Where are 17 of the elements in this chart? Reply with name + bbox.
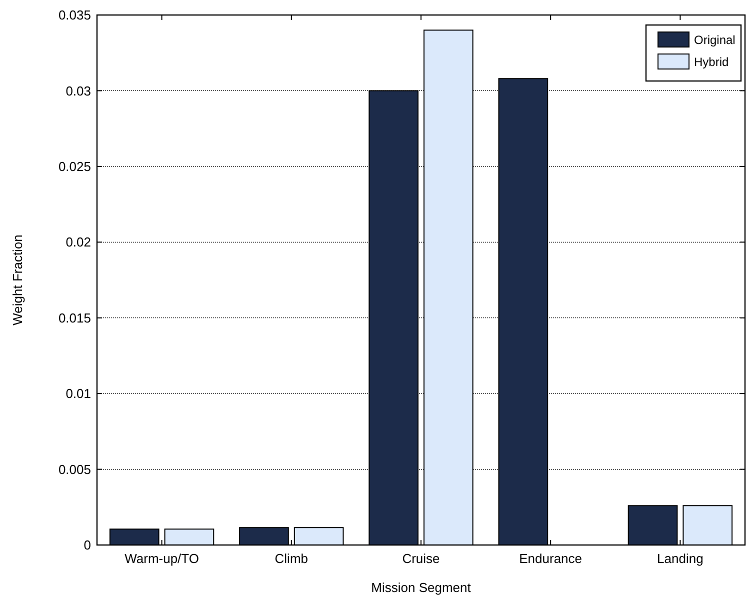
x-tick-label: Warm-up/TO xyxy=(124,551,200,566)
x-tick-label: Landing xyxy=(657,551,704,566)
y-tick-label: 0.015 xyxy=(58,310,91,326)
y-tick-label: 0.03 xyxy=(66,83,91,98)
x-tick-label: Endurance xyxy=(519,551,582,566)
y-tick-label: 0 xyxy=(84,538,91,553)
y-tick-label: 0.025 xyxy=(58,158,91,174)
y-tick-label: 0.035 xyxy=(58,8,91,23)
y-tick-label: 0.02 xyxy=(66,234,91,250)
legend-label: Hybrid xyxy=(694,55,729,70)
y-tick-label: 0.01 xyxy=(66,386,91,402)
x-tick-label: Climb xyxy=(274,551,308,566)
legend-label: Original xyxy=(694,33,736,48)
y-axis-title: Weight Fraction xyxy=(10,234,25,326)
x-tick-label: Cruise xyxy=(402,551,440,566)
x-axis-title: Mission Segment xyxy=(371,580,472,595)
y-tick-label: 0.005 xyxy=(58,462,91,477)
